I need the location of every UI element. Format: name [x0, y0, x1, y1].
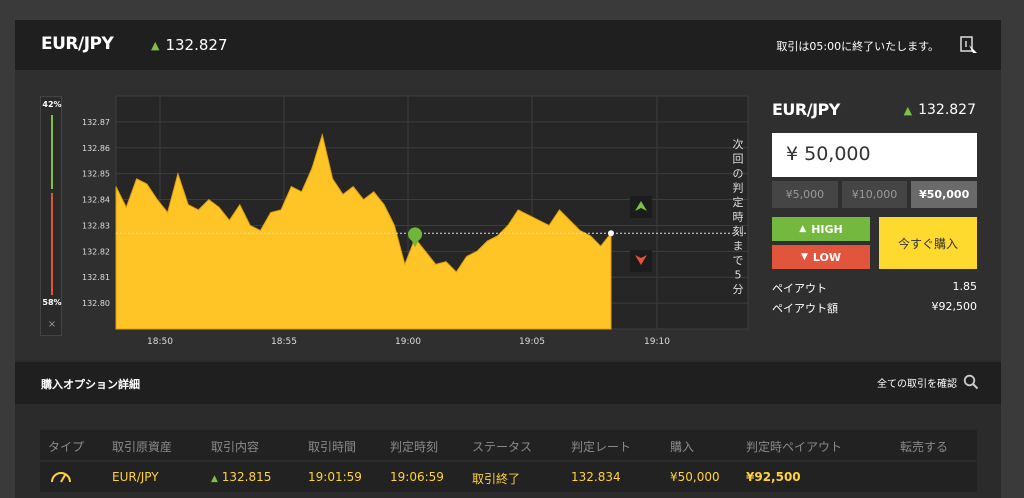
col-status: ステータス [472, 440, 533, 454]
high-sentiment-bar [51, 115, 53, 189]
amount-presets: ¥5,000 ¥10,000 ¥50,000 [772, 181, 978, 208]
sentiment-indicator: 42% 58% × [40, 96, 62, 336]
entry-pin-icon [408, 227, 423, 242]
close-sentiment-button[interactable]: × [47, 319, 57, 330]
col-judge-rate: 判定レート [571, 440, 632, 454]
current-rate-marker [608, 230, 614, 237]
high-percentage: 42% [42, 100, 62, 109]
countdown-char: の [733, 167, 744, 180]
row-content: ▲ 132.815 [211, 470, 271, 484]
col-judge-time: 判定時刻 [390, 440, 439, 454]
countdown-char: 5 [735, 269, 742, 282]
investment-amount-input[interactable]: ¥ 50,000 [772, 133, 977, 177]
x-tick-label: 18:55 [271, 337, 297, 347]
panel-asset-pair: EUR/JPY [772, 100, 840, 119]
countdown-char: 定 [733, 195, 744, 209]
row-payout: ¥92,500 [746, 470, 801, 484]
payout-value: 1.85 [952, 280, 978, 293]
table-header: タイプ 取引原資産 取引内容 取引時間 判定時刻 ステータス 判定レート 購入 … [40, 430, 977, 460]
price-chart[interactable]: 18:50 18:55 19:00 19:05 19:10 132.87 132.86 132… [70, 88, 760, 358]
payout-amount-label: ペイアウト額 [772, 302, 838, 315]
panel-rate-value: 132.827 [918, 102, 976, 118]
col-asset: 取引原資産 [112, 440, 173, 454]
price-area-series [115, 132, 612, 330]
col-trade-time: 取引時間 [308, 440, 357, 454]
x-tick-label: 18:50 [147, 337, 173, 347]
payout-row: ペイアウト 1.85 [772, 280, 977, 296]
row-purchase: ¥50,000 [670, 470, 720, 484]
exit-icon[interactable] [959, 35, 979, 55]
row-trade-time: 19:01:59 [308, 470, 362, 484]
row-judge-rate: 132.834 [571, 470, 621, 484]
panel-rate: ▲ 132.827 [904, 102, 976, 118]
countdown-char: 時 [733, 211, 744, 224]
trading-end-notice: 取引は05:00に終了いたします。 [776, 40, 939, 53]
preset-5000-button[interactable]: ¥5,000 [772, 181, 838, 208]
down-marker-icon [635, 255, 647, 265]
current-rate: ▲ 132.827 [151, 36, 228, 54]
purchase-details-bar: 購入オプション詳細 全ての取引を確認 [15, 362, 1001, 404]
x-tick-label: 19:00 [395, 337, 421, 347]
high-button[interactable]: ▲ HIGH [772, 217, 870, 241]
payout-amount-row: ペイアウト額 ¥92,500 [772, 300, 977, 316]
asset-header: EUR/JPY ▲ 132.827 取引は05:00に終了いたします。 [15, 20, 1001, 70]
trend-up-icon: ▲ [903, 103, 913, 117]
buy-now-button[interactable]: 今すぐ購入 [879, 217, 977, 269]
row-status: 取引終了 [472, 472, 521, 486]
top-strip [0, 0, 1024, 20]
entry-pin-tail [411, 239, 420, 248]
countdown-char: 分 [733, 283, 744, 296]
y-tick-label: 132.81 [82, 273, 110, 282]
y-tick-label: 132.84 [82, 196, 110, 205]
asset-pair-title[interactable]: EUR/JPY [41, 34, 114, 54]
payout-label: ペイアウト [772, 282, 827, 295]
high-label: HIGH [811, 222, 843, 236]
low-sentiment-bar [51, 193, 53, 295]
gauge-icon [51, 472, 71, 483]
low-label: LOW [812, 250, 842, 264]
countdown-char: 判 [733, 182, 744, 195]
row-content-value: 132.815 [221, 470, 272, 484]
y-tick-label: 132.86 [82, 144, 110, 153]
col-resell: 転売する [900, 440, 949, 454]
y-tick-label: 132.85 [82, 170, 110, 179]
col-payout: 判定時ペイアウト [746, 440, 843, 454]
preset-50000-button[interactable]: ¥50,000 [911, 181, 978, 208]
high-arrow-icon: ▲ [799, 224, 807, 234]
search-icon [963, 374, 979, 390]
y-tick-label: 132.87 [82, 118, 110, 127]
x-tick-label: 19:10 [644, 337, 670, 347]
low-arrow-icon: ▼ [800, 252, 808, 262]
y-tick-label: 132.80 [82, 299, 110, 308]
y-tick-label: 132.83 [82, 221, 110, 230]
payout-amount-value: ¥92,500 [931, 300, 978, 313]
low-percentage: 58% [42, 298, 62, 307]
view-all-trades-link[interactable]: 全ての取引を確認 [877, 374, 979, 390]
countdown-char: 回 [733, 153, 744, 166]
y-tick-label: 132.82 [82, 247, 110, 256]
section-title: 購入オプション詳細 [41, 378, 140, 391]
x-tick-label: 19:05 [519, 337, 545, 347]
low-button[interactable]: ▼ LOW [772, 245, 870, 269]
up-marker-icon [635, 201, 647, 211]
row-judge-time: 19:06:59 [390, 470, 444, 484]
countdown-char: で [733, 254, 744, 267]
table-row[interactable]: EUR/JPY ▲ 132.815 19:01:59 19:06:59 取引終了… [40, 462, 977, 492]
row-asset: EUR/JPY [112, 470, 159, 484]
preset-10000-button[interactable]: ¥10,000 [841, 181, 908, 208]
countdown-char: 次 [733, 137, 744, 151]
current-rate-value: 132.827 [165, 36, 228, 54]
trend-up-icon: ▲ [151, 38, 160, 52]
trend-up-icon: ▲ [211, 474, 218, 484]
col-purchase: 購入 [670, 440, 695, 454]
col-content: 取引内容 [211, 440, 260, 454]
countdown-char: ま [733, 240, 744, 253]
view-all-trades-label: 全ての取引を確認 [877, 378, 957, 390]
countdown-char: 刻 [733, 224, 744, 238]
col-type: タイプ [48, 440, 85, 454]
